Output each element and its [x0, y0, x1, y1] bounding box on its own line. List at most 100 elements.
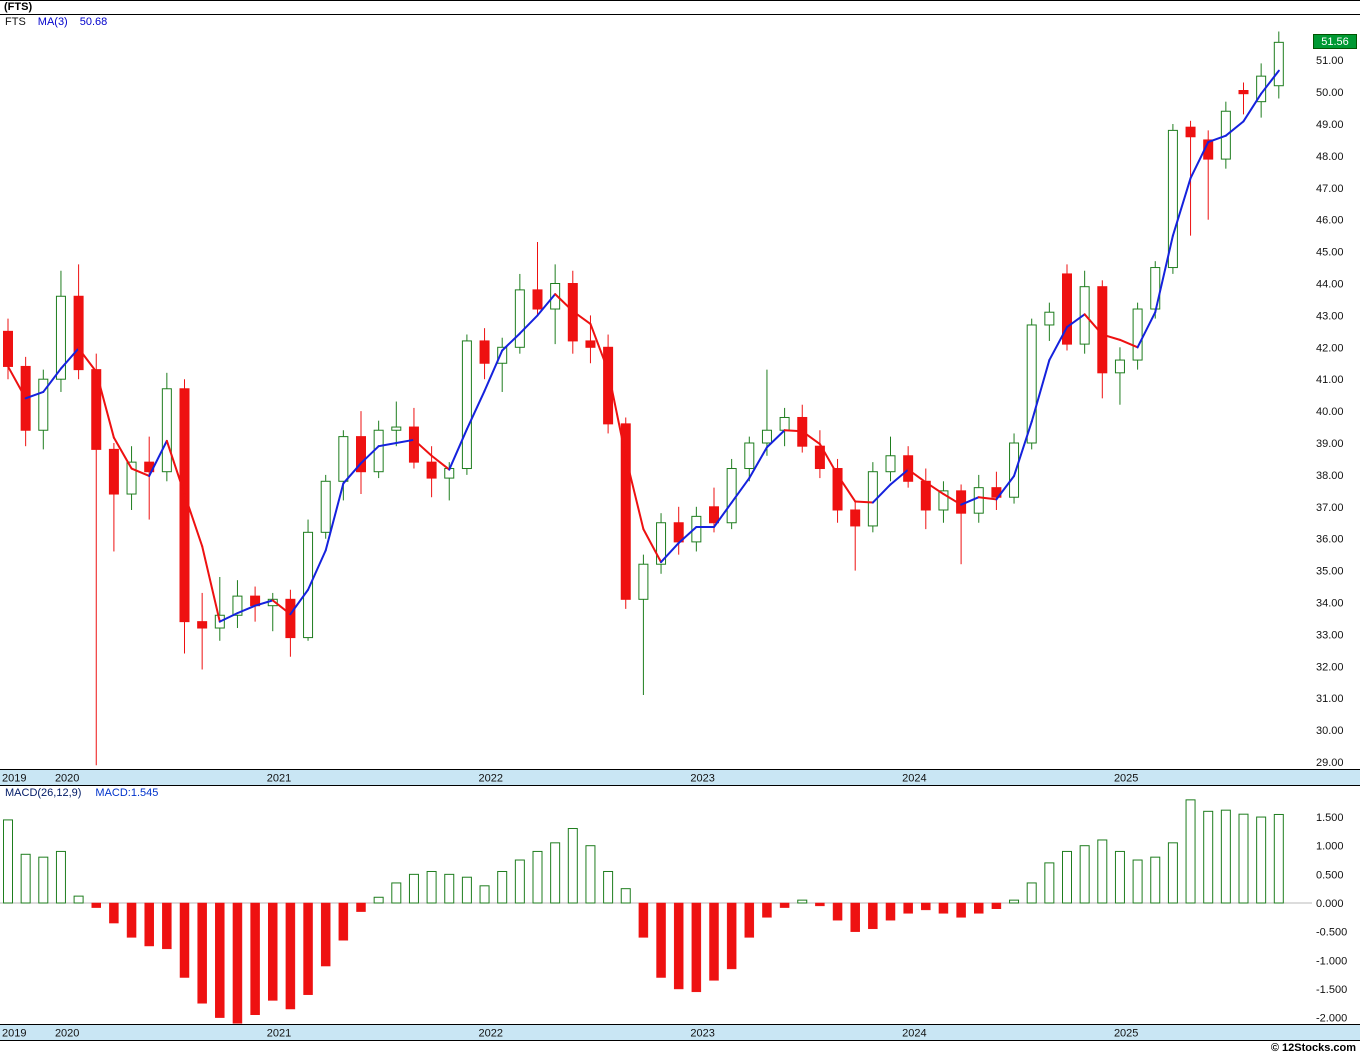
candle-body	[532, 289, 543, 310]
x-axis-band-top	[0, 770, 1360, 785]
ma-line-segment	[960, 496, 980, 506]
macd-tick-label: 1.500	[1316, 812, 1344, 824]
ma-line-segment	[571, 310, 592, 325]
ma-line-segment	[465, 389, 486, 431]
candle-body	[197, 621, 208, 629]
candle-body	[408, 426, 419, 463]
ma-line-segment	[942, 493, 963, 506]
ma-line-segment	[483, 349, 504, 392]
macd-bar-positive	[1079, 845, 1090, 904]
year-label: 2024	[902, 1028, 926, 1040]
ma-line-segment	[360, 445, 380, 465]
macd-bar-positive	[20, 853, 31, 904]
last-price-badge: 51.56	[1313, 34, 1357, 50]
candle-body	[91, 369, 102, 450]
candle-body	[761, 429, 772, 444]
price-tick-label: 37.00	[1316, 502, 1344, 514]
ma-line-segment	[501, 332, 521, 352]
candle-body	[938, 490, 949, 511]
macd-bar-negative	[991, 902, 1002, 909]
ma-line-segment	[183, 493, 204, 548]
year-label: 2021	[267, 773, 291, 785]
macd-bar-positive	[514, 859, 525, 904]
price-tick-label: 49.00	[1316, 119, 1344, 131]
ma-line-segment	[642, 528, 663, 564]
ma-line-segment	[871, 483, 892, 504]
ma-line-segment	[342, 462, 362, 485]
year-label: 2023	[690, 773, 714, 785]
macd-bar-negative	[673, 902, 684, 990]
candle-body	[903, 455, 914, 482]
candle-body	[461, 340, 472, 470]
macd-bar-negative	[779, 902, 790, 908]
macd-bar-positive	[426, 870, 437, 904]
ma-line-segment	[836, 473, 857, 503]
macd-bar-positive	[1026, 882, 1037, 904]
ma-line-segment	[1136, 311, 1157, 349]
candle-body	[285, 598, 296, 639]
year-label: 2020	[55, 1028, 79, 1040]
ma-line-segment	[201, 545, 221, 623]
price-tick-label: 34.00	[1316, 598, 1344, 610]
macd-bar-positive	[532, 850, 543, 904]
price-tick-label: 47.00	[1316, 183, 1344, 195]
ma-line-segment	[1030, 359, 1051, 423]
ma-line-segment	[1189, 141, 1210, 180]
macd-bar-negative	[903, 902, 913, 914]
candle-body	[585, 340, 596, 348]
ma-line-segment	[1118, 338, 1139, 349]
ma-line-segment	[7, 365, 27, 400]
ma-line-segment	[995, 474, 1016, 501]
macd-bar-negative	[320, 902, 331, 967]
year-label: 2025	[1114, 773, 1138, 785]
legend-symbol: FTS	[5, 16, 26, 28]
price-axis: 29.00 30.00 31.00 32.00 33.00 34.00 35.00 36.00…	[1316, 55, 1344, 769]
price-tick-label: 46.00	[1316, 215, 1344, 227]
macd-bar-negative	[162, 902, 172, 950]
ma-line-segment	[801, 430, 821, 446]
x-axis-band-bottom	[0, 1025, 1360, 1040]
ma-line-segment	[324, 482, 345, 552]
ma-line-segment	[660, 541, 680, 564]
ma-line-segment	[730, 477, 751, 504]
candle-body	[1238, 90, 1249, 95]
macd-bar-positive	[408, 873, 419, 904]
year-label: 2022	[479, 1028, 503, 1040]
macd-bar-negative	[868, 902, 878, 930]
ma-line-segment	[448, 428, 468, 471]
macd-bar-negative	[109, 902, 119, 924]
candle-body	[426, 461, 437, 479]
candle-body	[391, 426, 402, 431]
macd-bar-positive	[1203, 810, 1214, 904]
price-pane-legend: FTS MA(3) 50.68	[5, 16, 119, 28]
price-tick-label: 32.00	[1316, 661, 1344, 673]
price-tick-label: 40.00	[1316, 406, 1344, 418]
ma-line	[7, 69, 1280, 623]
page-title: (FTS)	[4, 1, 33, 13]
price-tick-label: 48.00	[1316, 151, 1344, 163]
price-tick-label: 51.00	[1316, 55, 1344, 67]
price-tick-label: 35.00	[1316, 566, 1344, 578]
candle-body	[1044, 311, 1055, 326]
macd-bar-positive	[1114, 850, 1125, 904]
macd-bar-negative	[197, 902, 207, 1004]
macd-bar-positive	[620, 888, 631, 904]
ma-line-segment	[112, 436, 133, 470]
candle-body	[1185, 126, 1196, 138]
macd-tick-label: -2.000	[1316, 1013, 1347, 1025]
ma-line-segment	[395, 438, 415, 444]
macd-bar-negative	[762, 902, 772, 918]
macd-bar-positive	[461, 876, 472, 904]
year-label: 2021	[267, 1028, 291, 1040]
ma-line-segment	[1154, 234, 1174, 314]
ma-line-segment	[818, 443, 839, 476]
ma-line-segment	[307, 549, 327, 591]
macd-axis: 1.500 1.000 0.500 0.000 -0.500 -1.000 -1.500 -2…	[1316, 812, 1347, 1025]
price-tick-label: 36.00	[1316, 534, 1344, 546]
macd-bar-positive	[1273, 813, 1284, 904]
year-label: 2024	[902, 773, 926, 785]
macd-bar-negative	[126, 902, 137, 938]
macd-bar-negative	[638, 902, 649, 938]
year-label: 2023	[690, 1028, 714, 1040]
